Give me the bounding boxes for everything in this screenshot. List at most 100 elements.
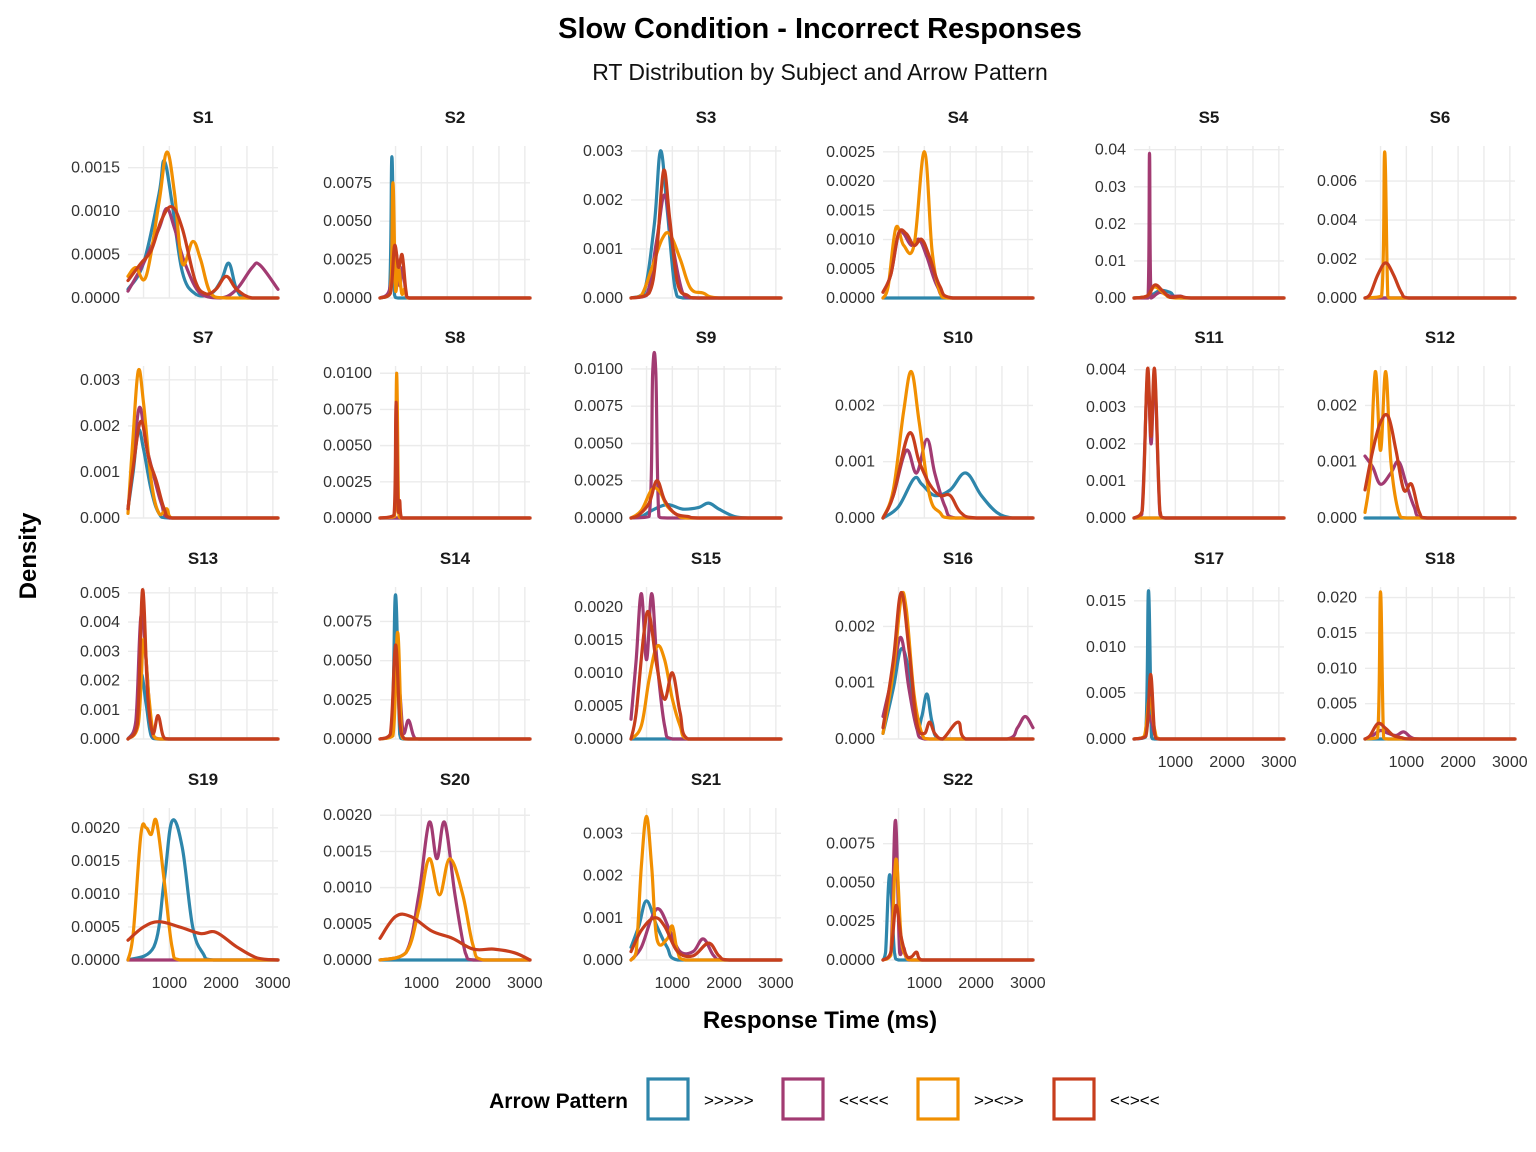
density-curve-llgll — [378, 643, 532, 741]
density-curve-llgll — [126, 920, 280, 962]
facet-panels: S1 0.0000 0.0005 0.0010 0.0015 S2 0.0000 0.0025… — [71, 108, 1528, 992]
y-tick-label: 0.0075 — [323, 175, 372, 192]
y-tick-label: 0.001 — [583, 910, 623, 927]
y-tick-label: 0.0010 — [574, 665, 623, 682]
y-tick-label: 0.000 — [1317, 510, 1357, 527]
density-curve-llgll — [1363, 412, 1517, 520]
y-tick-label: 0.000 — [1086, 510, 1126, 527]
y-tick-label: 0.0075 — [826, 836, 875, 853]
y-tick-label: 0.005 — [80, 585, 120, 602]
y-tick-label: 0.001 — [1317, 454, 1357, 471]
y-tick-label: 0.000 — [80, 510, 120, 527]
y-tick-label: 0.002 — [583, 192, 623, 209]
gridlines — [631, 366, 781, 519]
x-tick-label: 1000 — [907, 975, 943, 992]
density-curve-gglgg — [1363, 369, 1517, 520]
density-curve-llgll — [629, 168, 783, 300]
legend-label: <<<<< — [839, 1091, 889, 1110]
panel-s5: S5 0.00 0.01 0.02 0.03 0.04 — [1095, 108, 1286, 307]
y-tick-label: 0.0000 — [826, 952, 875, 969]
y-tick-label: 0.0025 — [826, 913, 875, 930]
density-curve-llgll — [126, 204, 280, 300]
y-tick-label: 0.003 — [80, 643, 120, 660]
x-tick-label: 3000 — [1492, 754, 1528, 771]
y-tick-label: 0.0000 — [71, 290, 120, 307]
y-tick-label: 0.0015 — [71, 853, 120, 870]
y-tick-label: 0.02 — [1095, 216, 1126, 233]
gridlines — [380, 808, 530, 961]
gridlines — [631, 587, 781, 740]
y-tick-label: 0.01 — [1095, 253, 1126, 270]
density-curve-llgll — [1363, 261, 1517, 300]
y-axis-title: Density — [15, 512, 42, 599]
panel-s15: S15 0.0000 0.0005 0.0010 0.0015 0.0020 — [574, 549, 783, 748]
x-tick-label: 2000 — [1440, 754, 1476, 771]
y-tick-label: 0.0000 — [323, 510, 372, 527]
y-tick-label: 0.0000 — [574, 731, 623, 748]
x-tick-label: 1000 — [1158, 754, 1194, 771]
panel-s6: S6 0.000 0.002 0.004 0.006 — [1317, 108, 1517, 307]
legend-label: >>>>> — [704, 1091, 754, 1110]
panel-s11: S11 0.000 0.001 0.002 0.003 0.004 — [1086, 328, 1286, 527]
density-curve-gglgg — [881, 369, 1035, 520]
y-tick-label: 0.001 — [80, 702, 120, 719]
y-tick-label: 0.003 — [80, 372, 120, 389]
panel-s3: S3 0.000 0.001 0.002 0.003 — [583, 108, 783, 307]
y-tick-label: 0.000 — [1317, 290, 1357, 307]
panel-s20: S20 0.0000 0.0005 0.0010 0.0015 0.0020 1000 200… — [323, 770, 543, 992]
x-axis-title: Response Time (ms) — [703, 1007, 937, 1034]
strip-label: S19 — [188, 770, 218, 789]
legend-title: Arrow Pattern — [489, 1090, 628, 1113]
y-tick-label: 0.003 — [583, 143, 623, 160]
y-tick-label: 0.0010 — [323, 880, 372, 897]
density-curve-ggggg — [1132, 589, 1286, 741]
chart-subtitle: RT Distribution by Subject and Arrow Pat… — [592, 59, 1048, 85]
density-curve-lllll — [629, 592, 783, 741]
y-tick-label: 0.004 — [80, 614, 120, 631]
density-curve-llgll — [629, 916, 783, 962]
y-tick-label: 0.002 — [835, 397, 875, 414]
y-tick-label: 0.0010 — [71, 203, 120, 220]
strip-label: S8 — [445, 328, 466, 347]
y-tick-label: 0.0015 — [574, 632, 623, 649]
x-tick-label: 2000 — [1209, 754, 1245, 771]
density-curve-ggggg — [881, 471, 1035, 520]
panel-s22: S22 0.0000 0.0025 0.0050 0.0075 1000 2000 3000 — [826, 770, 1046, 992]
y-tick-label: 0.001 — [835, 454, 875, 471]
y-tick-label: 0.003 — [583, 825, 623, 842]
strip-label: S3 — [696, 108, 717, 127]
y-tick-label: 0.000 — [835, 510, 875, 527]
y-tick-label: 0.001 — [1086, 473, 1126, 490]
legend: Arrow Pattern >>>>> <<<<< >><>> <<><< — [489, 1077, 1160, 1121]
x-tick-label: 3000 — [507, 975, 543, 992]
density-curve-ggggg — [126, 818, 280, 962]
legend-item: >><>> — [916, 1077, 1024, 1121]
y-tick-label: 0.000 — [583, 290, 623, 307]
panel-s2: S2 0.0000 0.0025 0.0050 0.0075 — [323, 108, 532, 307]
panel-s9: S9 0.0000 0.0025 0.0050 0.0075 0.0100 — [574, 328, 783, 527]
panel-s4: S4 0.0000 0.0005 0.0010 0.0015 0.0020 0.0025 — [826, 108, 1035, 307]
x-tick-label: 2000 — [203, 975, 239, 992]
density-curve-gglgg — [126, 817, 280, 962]
density-curve-gglgg — [629, 644, 783, 741]
y-tick-label: 0.010 — [1086, 639, 1126, 656]
y-tick-label: 0.020 — [1317, 590, 1357, 607]
strip-label: S6 — [1430, 108, 1451, 127]
legend-key — [916, 1077, 960, 1121]
density-curve-llgll — [378, 243, 532, 300]
y-tick-label: 0.002 — [80, 673, 120, 690]
y-tick-label: 0.0025 — [323, 692, 372, 709]
strip-label: S5 — [1199, 108, 1220, 127]
density-curve-llgll — [126, 588, 280, 741]
density-curve-llgll — [881, 904, 1035, 962]
density-curve-gglgg — [1363, 590, 1517, 741]
density-curve-llgll — [629, 609, 783, 741]
x-tick-label: 2000 — [455, 975, 491, 992]
y-tick-label: 0.0005 — [71, 247, 120, 264]
y-tick-label: 0.004 — [1317, 212, 1357, 229]
panel-s17: S17 0.000 0.005 0.010 0.015 1000 2000 3000 — [1086, 549, 1297, 771]
y-tick-label: 0.0025 — [826, 144, 875, 161]
y-tick-label: 0.0020 — [323, 807, 372, 824]
y-tick-label: 0.004 — [1086, 362, 1126, 379]
